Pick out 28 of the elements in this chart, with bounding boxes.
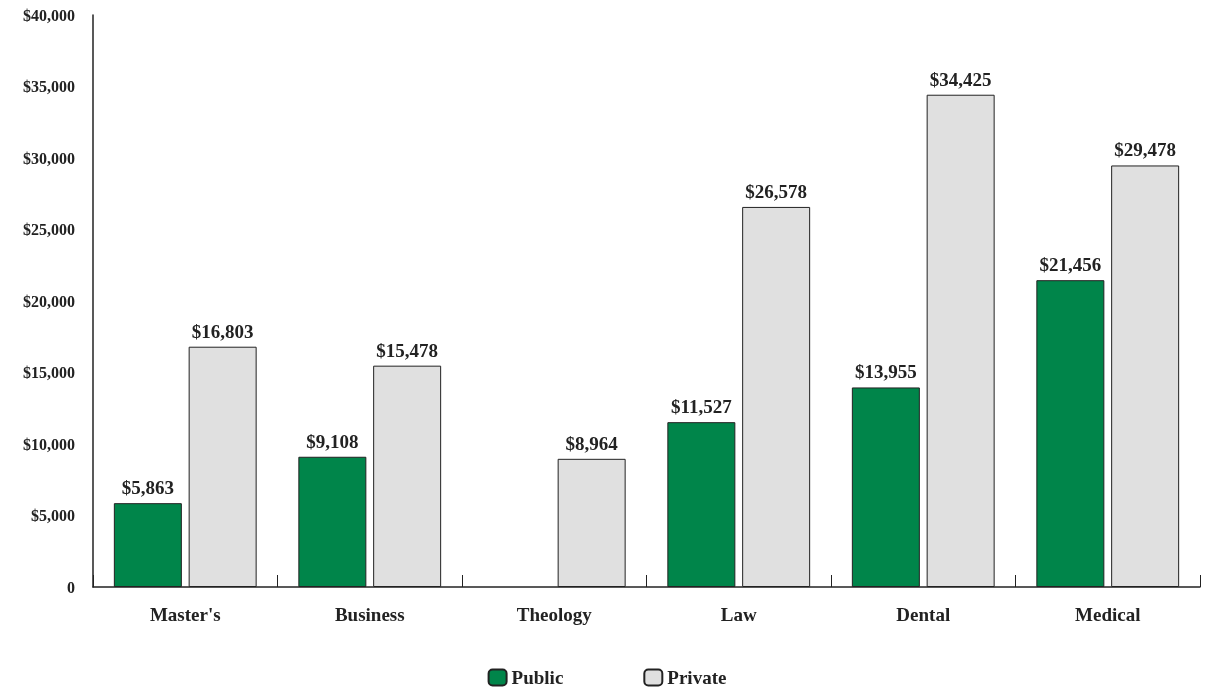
y-tick-label: $5,000 — [31, 507, 75, 524]
legend-label: Private — [667, 667, 727, 688]
x-tick-label: Master's — [149, 604, 221, 625]
data-label: $8,964 — [565, 432, 619, 454]
y-tick-label: $25,000 — [23, 221, 75, 238]
y-tick-label: $30,000 — [23, 149, 75, 167]
data-label: $15,478 — [376, 339, 439, 361]
x-tick-label: Medical — [1075, 604, 1141, 625]
data-label: $16,803 — [191, 320, 254, 342]
y-tick-label: $35,000 — [23, 78, 75, 95]
y-tick-label: $15,000 — [23, 364, 75, 381]
data-label: $9,108 — [306, 430, 359, 452]
y-tick-label: $20,000 — [23, 292, 75, 310]
data-label: $11,527 — [671, 396, 733, 418]
x-tick-label: Business — [334, 604, 405, 625]
legend-label: Public — [511, 667, 564, 688]
data-label: $34,425 — [929, 68, 992, 90]
x-tick-label: Dental — [896, 604, 951, 625]
y-tick-label: 0 — [67, 578, 75, 596]
x-tick-label: Theology — [516, 604, 593, 625]
data-label: $21,456 — [1039, 254, 1102, 276]
data-label: $5,863 — [121, 477, 174, 499]
data-label: $29,478 — [1114, 139, 1177, 161]
y-tick-label: $10,000 — [23, 435, 75, 453]
data-label: $26,578 — [745, 180, 808, 202]
x-tick-label: Law — [720, 604, 757, 625]
data-label: $13,955 — [854, 361, 917, 383]
y-tick-label: $40,000 — [23, 6, 75, 24]
